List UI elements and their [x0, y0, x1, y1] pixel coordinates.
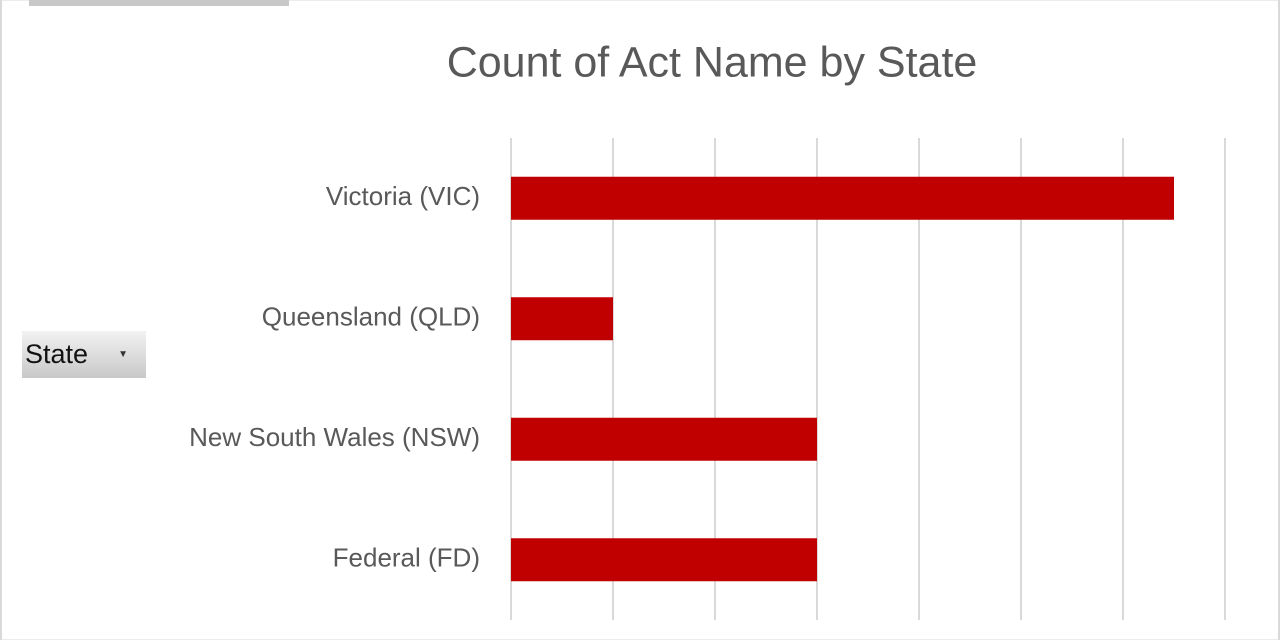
y-tick-label: Victoria (VIC)	[326, 181, 480, 211]
y-tick-label: Federal (FD)	[333, 543, 480, 573]
bar	[511, 538, 817, 582]
y-tick-label: New South Wales (NSW)	[189, 422, 480, 452]
toolbar-edge	[29, 0, 289, 6]
dropdown-arrow[interactable]: ▼	[118, 349, 128, 360]
bar	[511, 176, 1174, 220]
bar	[511, 297, 613, 341]
chart-title: Count of Act Name by State	[447, 38, 978, 86]
field-button-label: State	[25, 339, 89, 369]
bar	[511, 417, 817, 461]
y-tick-label: Queensland (QLD)	[262, 302, 480, 332]
field-button[interactable]: State ▼	[22, 331, 146, 378]
